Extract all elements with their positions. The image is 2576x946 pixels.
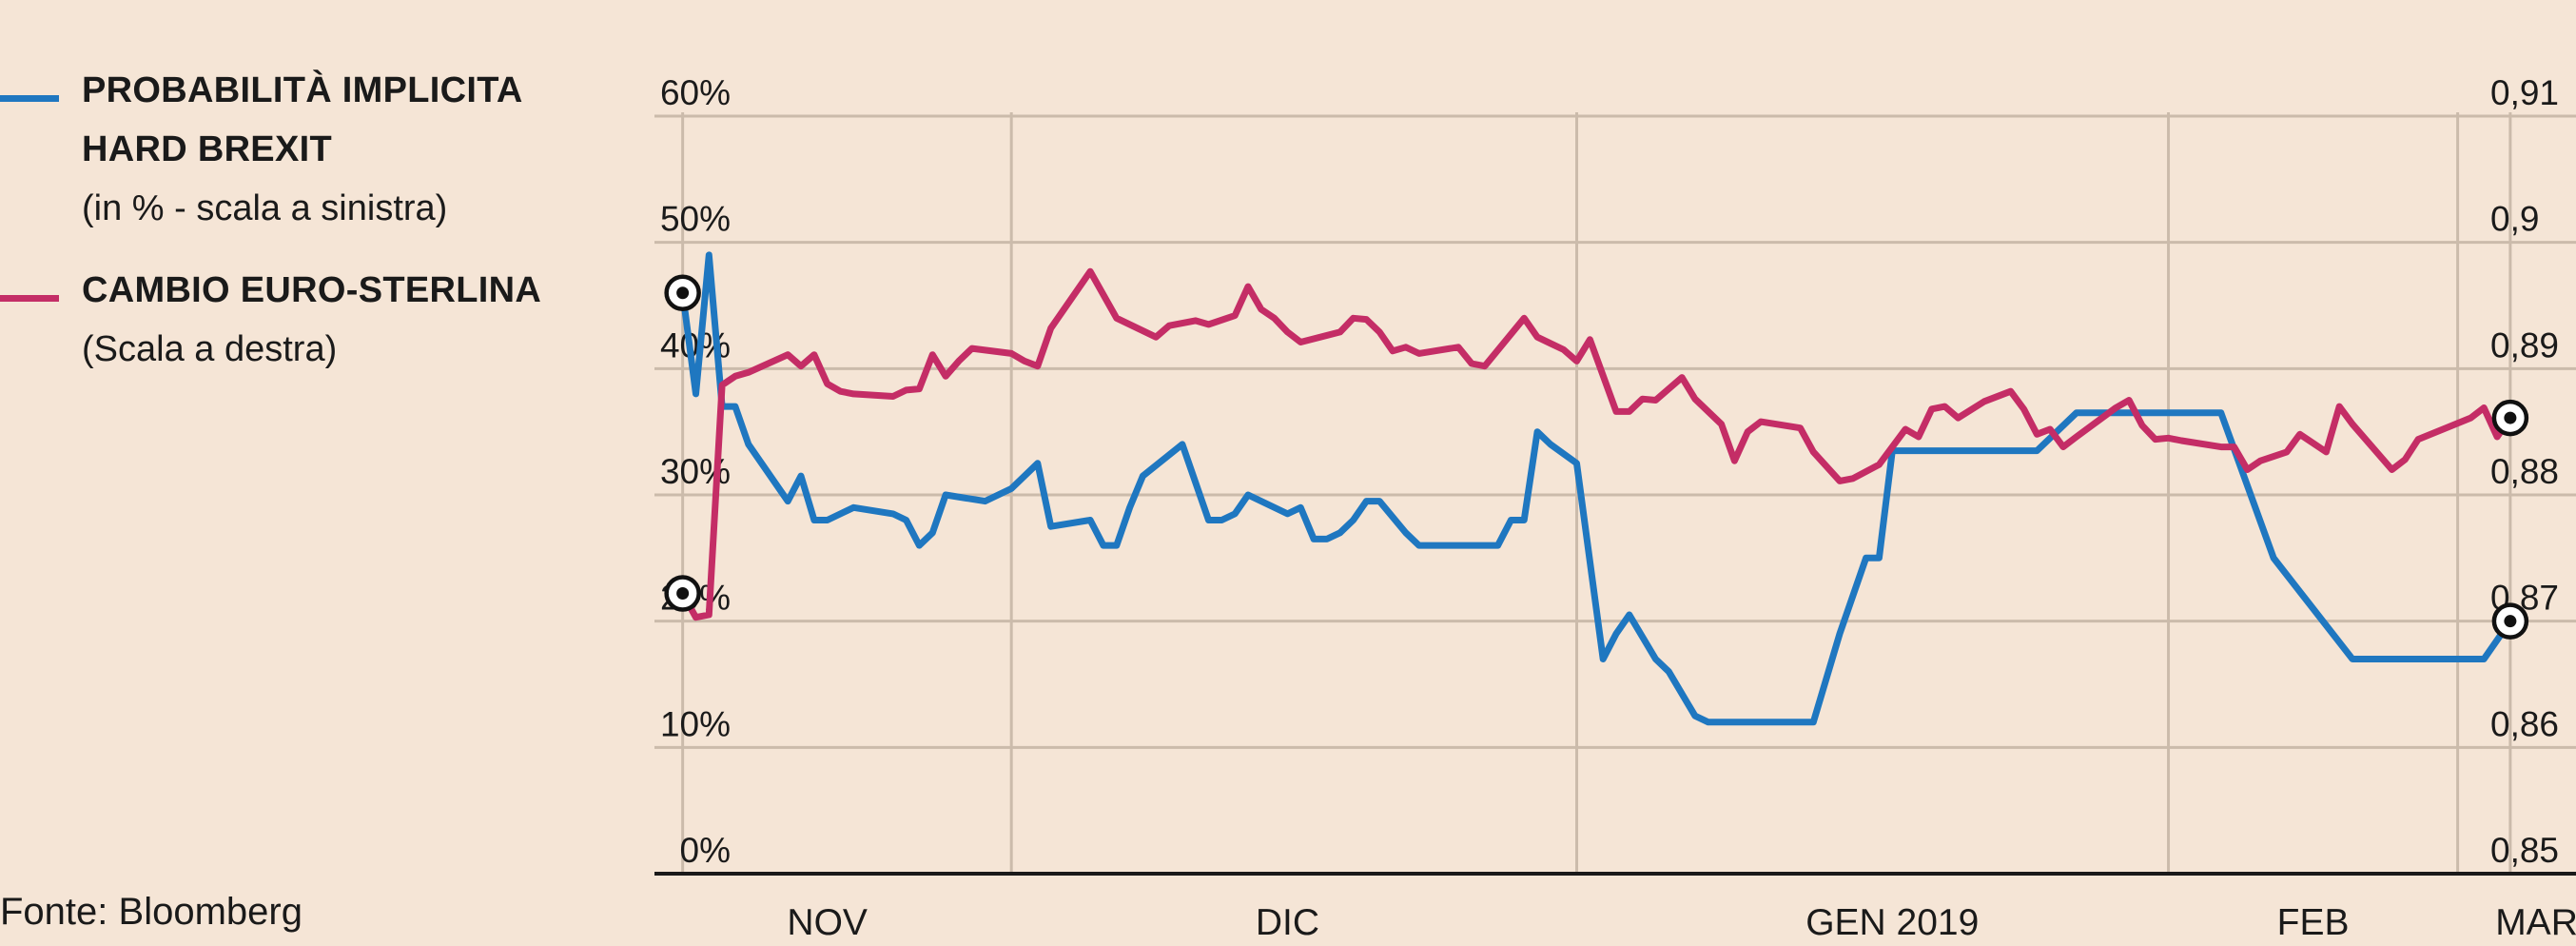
legend-subtitle: (Scala a destra): [82, 329, 338, 369]
legend-item-euro-sterlina: CAMBIO EURO-STERLINA (Scala a destra): [0, 261, 541, 379]
source-note: Fonte: Bloomberg: [0, 891, 302, 933]
x-month-label: FEB: [2277, 902, 2350, 943]
y-left-tick-label: 60%: [660, 73, 731, 112]
x-month-label: MAR: [2495, 902, 2576, 943]
legend-title-line: HARD BREXIT: [82, 129, 332, 169]
x-month-label: NOV: [787, 902, 868, 943]
legend-item-hard-brexit: PROBABILITÀ IMPLICITA HARD BREXIT (in % …: [0, 61, 541, 238]
x-month-label: GEN 2019: [1805, 902, 1979, 943]
endpoint-marker-dot: [2504, 411, 2517, 424]
y-right-tick-label: 0,91: [2490, 73, 2559, 112]
y-right-tick-label: 0,85: [2490, 831, 2559, 870]
legend-title-line: PROBABILITÀ IMPLICITA: [82, 70, 523, 110]
legend-title-line: CAMBIO EURO-STERLINA: [82, 270, 542, 310]
y-left-tick-label: 0%: [680, 831, 731, 870]
legend-subtitle: (in % - scala a sinistra): [82, 188, 448, 228]
y-right-tick-label: 0,88: [2490, 452, 2559, 491]
y-right-tick-label: 0,86: [2490, 704, 2559, 743]
x-month-label: DIC: [1256, 902, 1319, 943]
series-line-hard-brexit: [679, 251, 2514, 726]
y-left-tick-label: 50%: [660, 200, 731, 239]
y-right-tick-label: 0,89: [2490, 325, 2559, 365]
legend-swatch-blue: [0, 95, 59, 102]
legend: PROBABILITÀ IMPLICITA HARD BREXIT (in % …: [0, 61, 541, 402]
y-left-tick-label: 10%: [660, 704, 731, 743]
endpoint-marker-dot: [676, 286, 690, 300]
endpoint-marker-dot: [2504, 615, 2517, 628]
y-right-tick-label: 0,9: [2490, 200, 2539, 239]
legend-swatch-magenta: [0, 295, 59, 302]
series-line-euro-sterlina: [679, 267, 2514, 621]
endpoint-marker-dot: [676, 586, 690, 600]
